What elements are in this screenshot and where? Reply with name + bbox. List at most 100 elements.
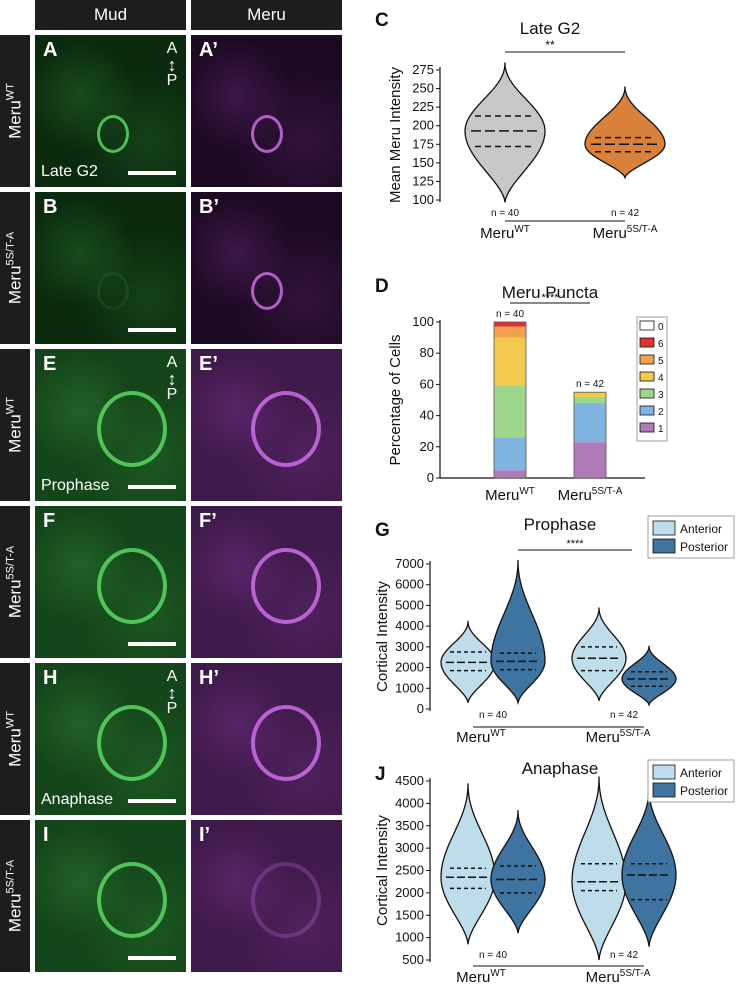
legend-label: 5	[658, 356, 664, 367]
ap-axis-indicator: A ↕ P	[162, 669, 182, 717]
y-tick-label: 150	[412, 155, 434, 170]
cell-ring	[251, 705, 321, 781]
legend-label: Anterior	[680, 522, 722, 536]
cell-ring	[97, 548, 167, 624]
meru-micrograph: A’	[191, 35, 342, 187]
bar-segment	[574, 442, 606, 478]
y-tick-label: 100	[412, 192, 434, 207]
cell-ring	[97, 391, 167, 467]
significance-label: **	[545, 38, 555, 52]
scale-bar	[128, 799, 176, 803]
y-tick-label: 4500	[395, 773, 424, 788]
cell-ring	[251, 391, 321, 467]
meru-micrograph: B’	[191, 192, 342, 344]
y-tick-label: 5000	[395, 597, 424, 612]
panel-letter-g: G	[375, 520, 390, 541]
y-tick-label: 1000	[395, 680, 424, 695]
n-label: n = 42	[611, 208, 640, 219]
row-label: MeruWT	[0, 35, 30, 187]
category-label: MeruWT	[456, 728, 506, 746]
cell-ring	[97, 862, 167, 938]
chart-title: Late G2	[520, 19, 581, 38]
significance-label: ****	[566, 538, 584, 550]
violin	[584, 86, 666, 180]
bar-outline	[573, 391, 607, 479]
chart-title: Prophase	[524, 515, 597, 534]
bar-segment	[494, 322, 526, 327]
mud-micrograph: B	[35, 192, 186, 344]
y-tick-label: 4000	[395, 795, 424, 810]
axis-label-posterior: P	[166, 386, 178, 403]
column-header-mud: Mud	[35, 0, 186, 30]
y-tick-label: 175	[412, 136, 434, 151]
y-tick-label: 4000	[395, 618, 424, 633]
legend-label: Posterior	[680, 784, 728, 798]
n-label: n = 40	[479, 710, 508, 721]
scale-bar	[128, 642, 176, 646]
meru-micrograph: I’	[191, 820, 342, 972]
meru-micrograph: H’	[191, 663, 342, 815]
y-axis-label: Cortical Intensity	[374, 581, 391, 692]
y-tick-label: 20	[420, 439, 434, 454]
y-tick-label: 125	[412, 173, 434, 188]
legend-label: 6	[658, 339, 664, 350]
axis-label-anterior: A	[166, 668, 178, 685]
panel-letter-c: C	[375, 10, 389, 31]
cell-ring	[251, 272, 283, 310]
y-tick-label: 60	[420, 376, 434, 391]
axis-label-posterior: P	[166, 72, 178, 89]
bar-segment	[494, 326, 526, 338]
y-tick-label: 40	[420, 408, 434, 423]
stage-label: Late G2	[41, 163, 98, 180]
bar-segment	[494, 437, 526, 471]
y-tick-label: 3000	[395, 840, 424, 855]
violin	[621, 787, 677, 947]
y-tick-label: 2500	[395, 863, 424, 878]
legend-label: 1	[658, 424, 664, 435]
y-tick-label: 3500	[395, 818, 424, 833]
cell-ring	[251, 548, 321, 624]
legend-swatch	[639, 320, 655, 331]
legend-swatch	[652, 764, 676, 780]
n-label: n = 40	[491, 208, 520, 219]
row-label: MeruWT	[0, 663, 30, 815]
cell-ring	[97, 272, 129, 310]
panel-letter: I	[43, 824, 49, 846]
scale-bar	[128, 171, 176, 175]
y-tick-label: 200	[412, 118, 434, 133]
category-label: Meru5S/T-A	[558, 486, 623, 504]
legend-swatch	[639, 422, 655, 433]
bar-segment	[494, 470, 526, 478]
y-tick-label: 225	[412, 99, 434, 114]
panel-letter: E	[43, 353, 57, 375]
y-axis-label: Mean Meru Intensity	[387, 67, 404, 203]
y-tick-label: 275	[412, 62, 434, 77]
genotype-label: MeruWT	[4, 711, 25, 767]
violin	[571, 607, 627, 701]
violin	[621, 645, 677, 707]
panel-letter: A’	[199, 39, 218, 61]
legend-swatch	[639, 354, 655, 365]
y-tick-label: 6000	[395, 577, 424, 592]
row-label: Meru5S/T-A	[0, 192, 30, 344]
cell-ring	[97, 115, 129, 153]
panel-letter-d: D	[375, 276, 389, 297]
legend-swatch	[652, 538, 676, 554]
legend-label: 0	[658, 322, 664, 333]
panel-letter: B’	[199, 196, 219, 218]
category-label: Meru5S/T-A	[586, 728, 651, 746]
panel-letter: A	[43, 39, 58, 61]
bar-segment	[574, 403, 606, 443]
chart-title: Anaphase	[522, 759, 599, 778]
row-label: Meru5S/T-A	[0, 820, 30, 972]
category-label: MeruWT	[456, 968, 506, 986]
row-label: Meru5S/T-A	[0, 506, 30, 658]
cell-ring	[251, 862, 321, 938]
legend-label: 2	[658, 407, 664, 418]
meru-micrograph: F’	[191, 506, 342, 658]
panel-letter: F’	[199, 510, 217, 532]
bar-segment	[494, 385, 526, 438]
legend-label: 3	[658, 390, 664, 401]
scale-bar	[128, 956, 176, 960]
y-tick-label: 100	[412, 314, 434, 329]
